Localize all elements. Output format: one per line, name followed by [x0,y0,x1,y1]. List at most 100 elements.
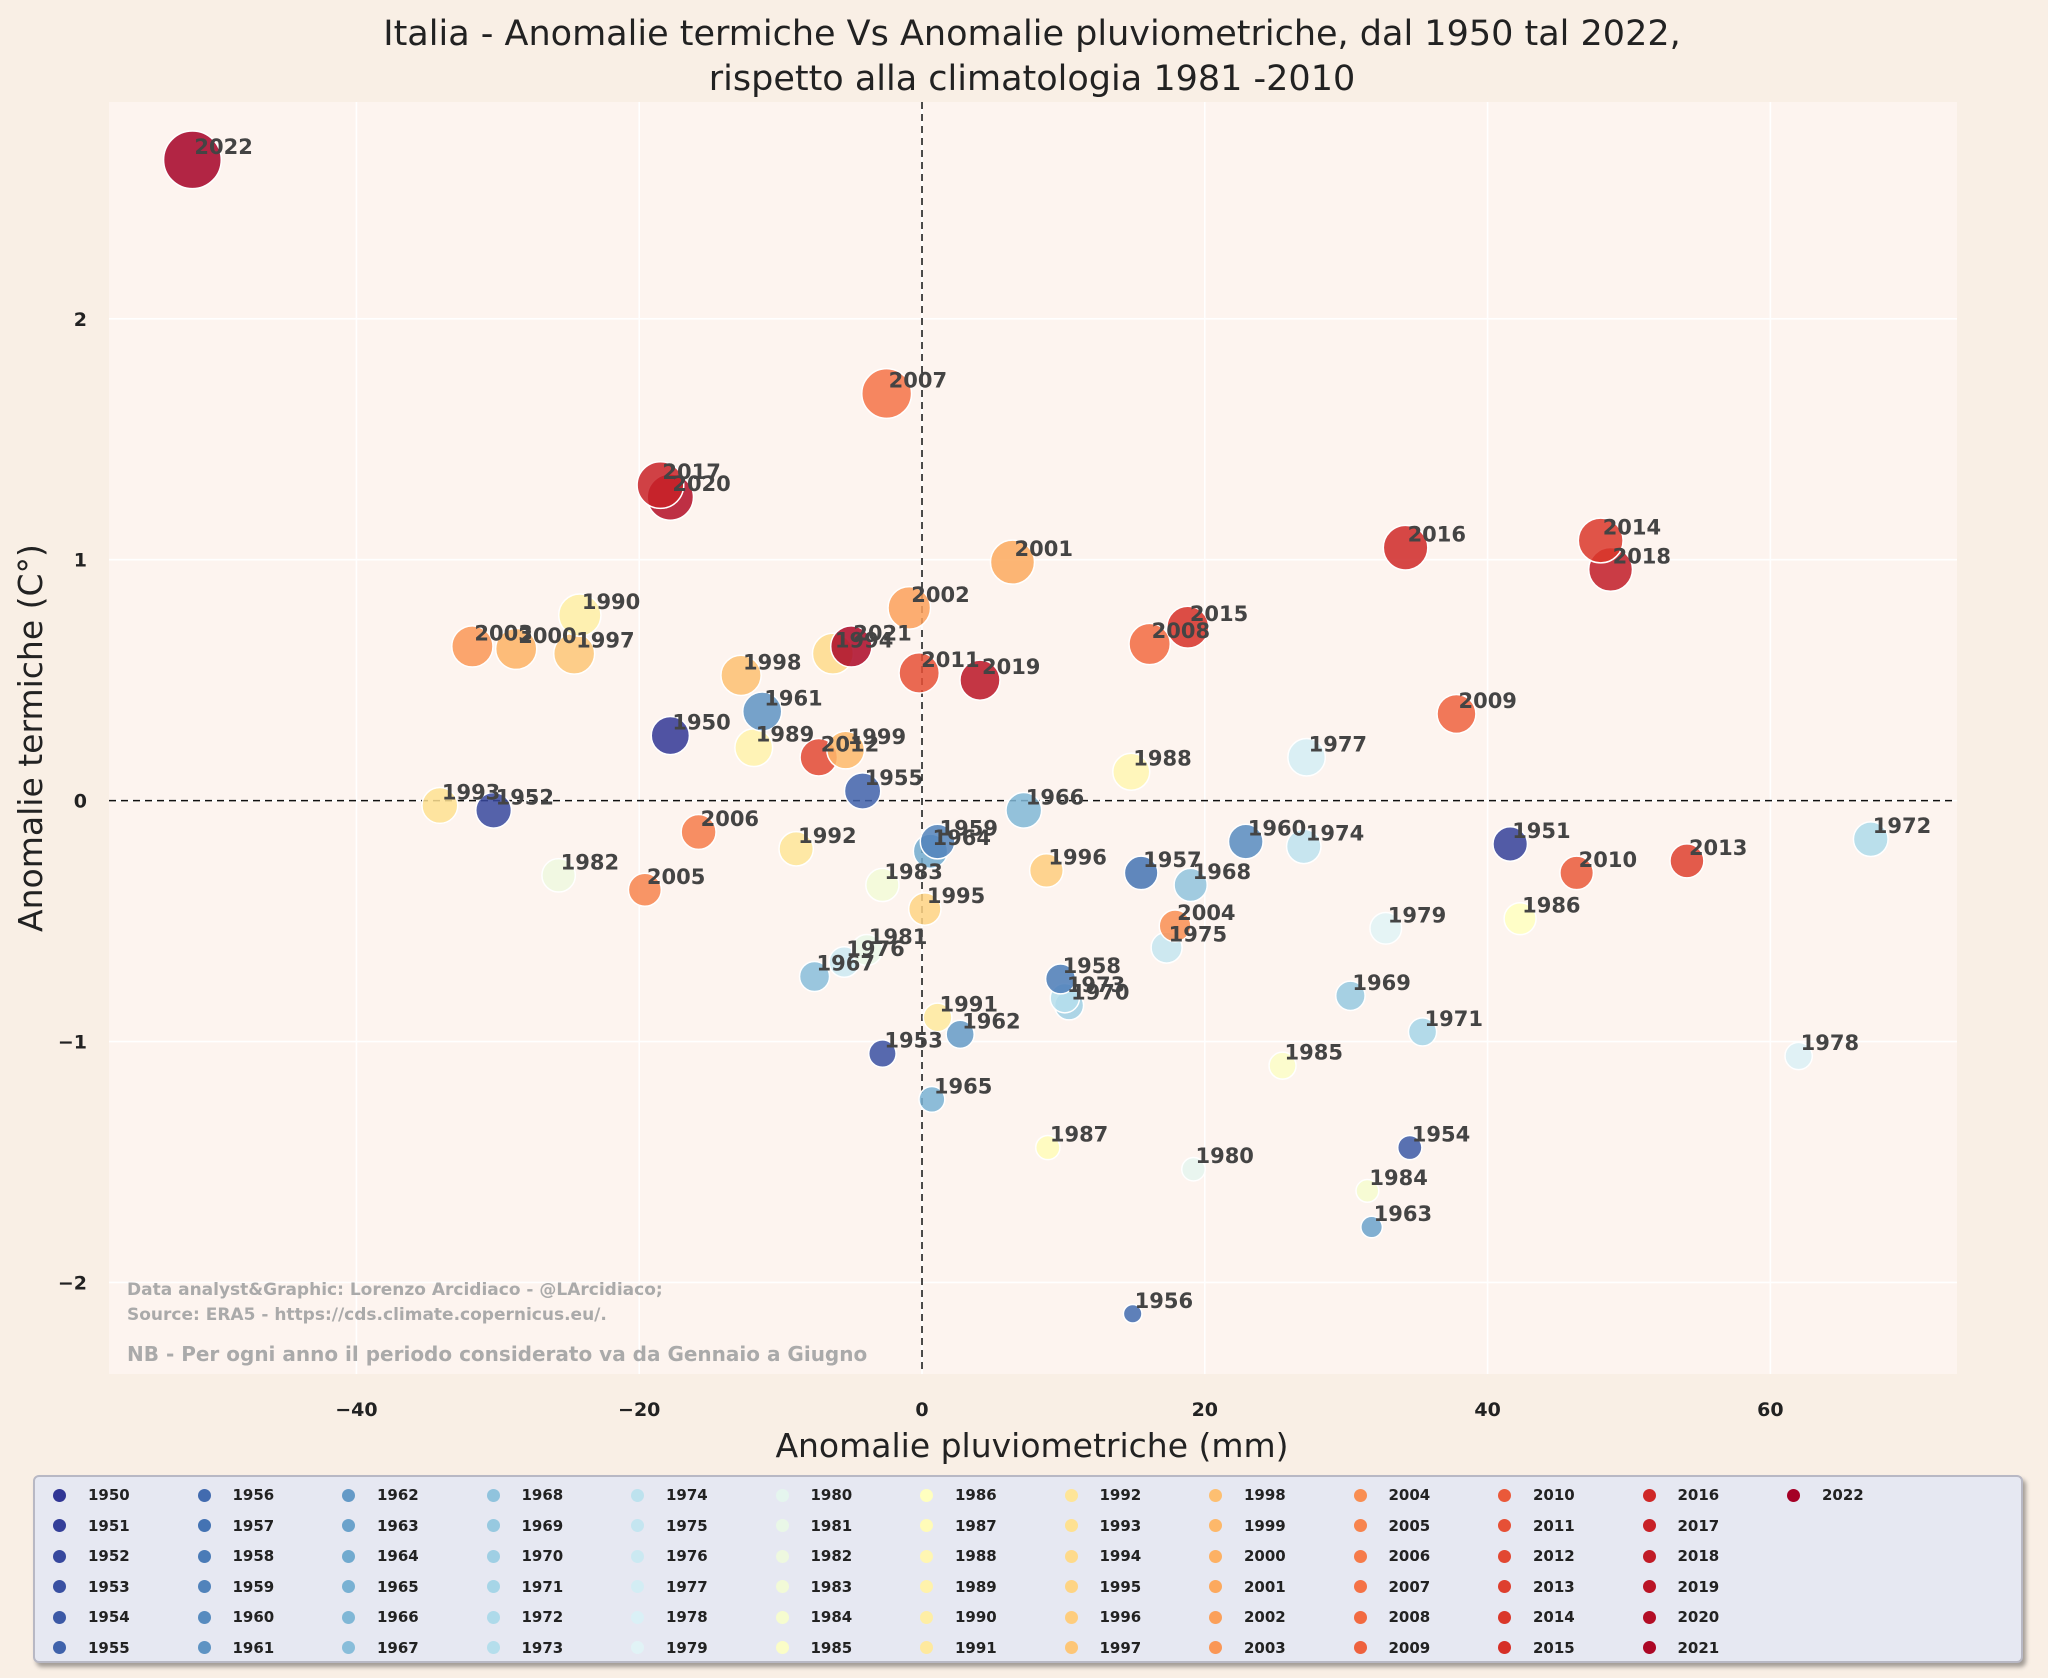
point-label-1994: 1994 [835,629,893,653]
point-label-1999: 1999 [848,725,906,749]
legend-marker [1209,1580,1222,1593]
point-label-1951: 1951 [1512,819,1570,843]
legend-label: 1955 [88,1638,130,1657]
legend-label: 2002 [1244,1608,1286,1626]
point-1979 [1369,911,1403,945]
legend-item-2020: 2020 [1642,1605,1719,1629]
point-label-2007: 2007 [889,369,947,393]
legend-item-2010: 2010 [1498,1483,1575,1507]
legend-marker [631,1610,644,1624]
point-1954 [1396,1134,1423,1161]
legend-item-1957: 1957 [197,1514,274,1538]
legend-item-2003: 2003 [1209,1636,1286,1660]
legend-item-1969: 1969 [486,1514,564,1538]
legend-marker [1642,1549,1656,1563]
legend-label: 2000 [1244,1547,1286,1565]
point-label-1953: 1953 [884,1029,942,1053]
point-label-2020: 2020 [672,472,730,496]
point-label-2002: 2002 [911,583,969,607]
point-label-1967: 1967 [817,952,875,976]
point-label-2011: 2011 [921,648,979,672]
legend-marker [1498,1549,1511,1563]
point-label-1986: 1986 [1522,894,1580,918]
point-1988 [1112,752,1151,791]
point-label-1974: 1974 [1306,821,1364,845]
legend-marker [1642,1488,1656,1502]
legend-item-1987: 1987 [920,1514,997,1538]
point-label-1992: 1992 [798,824,856,848]
legend-marker [1209,1488,1222,1502]
point-1984 [1355,1178,1380,1204]
legend-item-1976: 1976 [631,1544,708,1568]
legend-label: 1958 [232,1547,275,1565]
point-1965 [918,1085,946,1114]
legend-item-1958: 1958 [197,1544,275,1568]
point-2014 [1577,517,1624,564]
legend-label: 1963 [377,1516,419,1535]
credit-line-2: Source: ERA5 - https://cds.climate.coper… [127,1305,607,1325]
point-label-1955: 1955 [865,766,923,790]
point-2004 [1158,909,1192,943]
legend-item-1994: 1994 [1064,1544,1141,1568]
legend-marker [342,1580,355,1593]
legend-marker [631,1488,644,1502]
legend-item-2015: 2015 [1498,1636,1575,1660]
point-1992 [778,830,815,867]
point-label-1975: 1975 [1169,923,1227,947]
point-2011 [898,652,941,694]
chart-title-line-2: rispetto alla climatologia 1981 -2010 [709,59,1355,99]
legend-label: 2018 [1677,1547,1720,1565]
legend-label: 1981 [810,1516,853,1535]
point-label-1956: 1956 [1135,1289,1193,1313]
legend-label: 2014 [1533,1608,1575,1626]
legend-marker [1064,1641,1078,1654]
point-1963 [1360,1215,1384,1239]
legend-label: 1997 [1099,1638,1142,1657]
legend-item-1956: 1956 [197,1483,274,1507]
point-label-1962: 1962 [962,1009,1020,1033]
legend-marker [1642,1580,1656,1593]
point-1999 [826,730,866,770]
legend-marker [486,1488,500,1502]
legend-item-2005: 2005 [1353,1514,1430,1538]
legend-item-1993: 1993 [1064,1514,1141,1538]
legend-label: 1973 [521,1638,564,1657]
legend-item-1972: 1972 [486,1605,563,1629]
legend-item-1988: 1988 [920,1544,997,1568]
point-label-1972: 1972 [1873,814,1931,838]
legend-marker [631,1580,644,1593]
legend-label: 1971 [521,1577,564,1596]
point-2010 [1559,855,1595,891]
legend-marker [342,1519,355,1532]
legend-marker [53,1549,66,1563]
legend-marker [1209,1610,1222,1624]
legend-marker [486,1641,500,1654]
legend-marker [1498,1610,1511,1624]
legend-marker [486,1610,500,1624]
point-2000 [494,627,538,671]
legend-label: 1991 [955,1638,997,1657]
legend-marker [53,1488,66,1502]
legend-label: 1969 [521,1516,564,1535]
legend-marker [1064,1549,1078,1563]
legend-label: 2022 [1822,1486,1864,1504]
legend-label: 1990 [955,1608,997,1626]
legend-item-1996: 1996 [1064,1605,1141,1629]
legend-label: 1960 [232,1608,275,1626]
x-tick-label: −20 [618,1399,660,1421]
legend-label: 2010 [1533,1486,1575,1504]
legend-marker [775,1580,789,1593]
y-axis-label: Anomalie termiche (C°) [11,544,50,932]
legend-marker [1642,1519,1656,1532]
point-label-1958: 1958 [1063,954,1121,978]
point-1967 [798,960,831,993]
legend: 1950 1951 1952 1953 1954 1955 1956 1957 1958 1959… [33,1475,2023,1663]
legend-item-2016: 2016 [1642,1483,1719,1507]
legend-label: 1984 [810,1608,853,1626]
legend-marker [1064,1519,1078,1532]
legend-marker [1498,1519,1511,1532]
legend-marker [1353,1519,1367,1532]
legend-label: 1985 [810,1638,853,1657]
point-label-2001: 2001 [1014,537,1072,561]
legend-marker [1209,1519,1222,1532]
